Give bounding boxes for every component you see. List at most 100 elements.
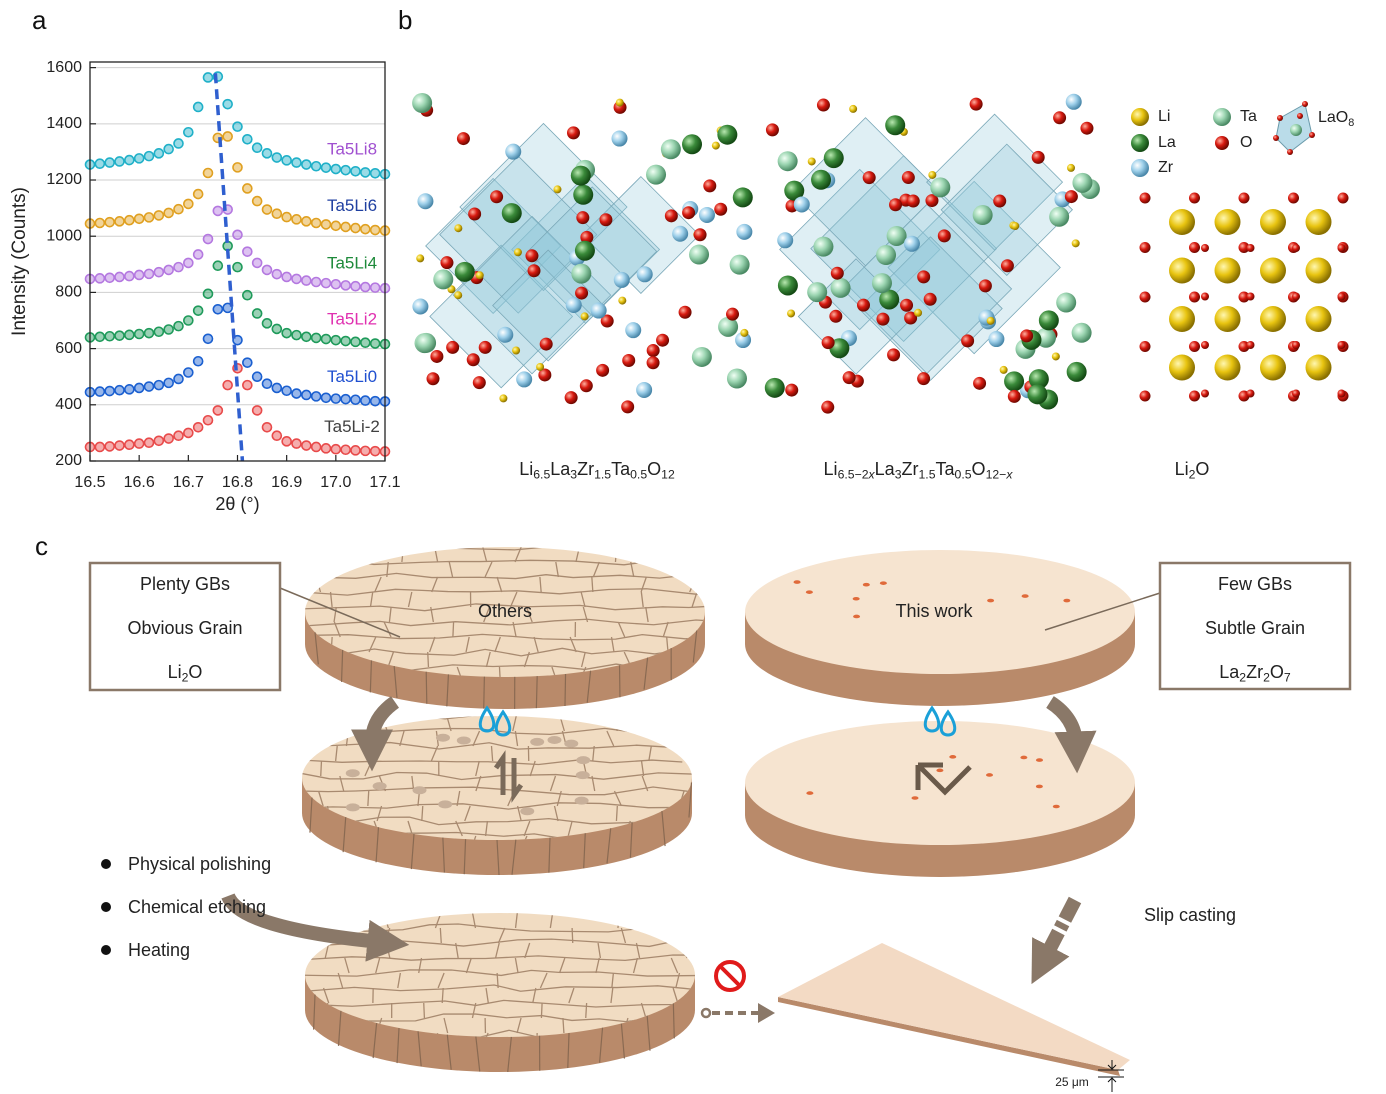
formula-text: Li [168,662,182,682]
data-point [174,263,183,272]
spot [806,791,813,795]
atom [682,134,702,154]
atom [416,254,424,262]
data-point [135,383,144,392]
atom [1260,306,1286,332]
atom [1260,209,1286,235]
data-point [282,272,291,281]
atom [467,353,480,366]
data-point [204,168,213,177]
atom [863,171,876,184]
data-point [253,143,262,152]
atom [1000,366,1008,374]
formula-text: Zr [902,459,919,479]
prohibited-sign [720,966,740,986]
subscript: 0.5 [955,468,972,482]
data-point [361,283,370,292]
data-point [282,437,291,446]
process-arrow [1045,900,1075,958]
atom [1201,293,1209,301]
atom [497,327,513,343]
data-point [263,423,272,432]
atom [575,241,595,261]
atom [1201,390,1209,398]
bullet [101,945,111,955]
grain-boundary [330,562,336,577]
atom [730,255,750,275]
y-tick-label: 600 [55,340,82,357]
data-point [272,431,281,440]
data-point [361,446,370,455]
atom [1027,384,1047,404]
data-point [204,289,213,298]
grain-boundary [672,731,677,746]
spot [1063,599,1070,603]
subscript: 8 [1348,117,1354,129]
bump [564,740,578,748]
series-label: Ta5Li-2 [324,417,380,436]
data-point [322,279,331,288]
atom [849,105,857,113]
atom [824,148,844,168]
subscript: 0.5 [630,468,647,482]
box-text: Plenty GBs [140,574,230,594]
atom [412,299,428,315]
atom [1020,329,1033,342]
data-point [213,305,222,314]
atom [536,363,544,371]
bullet [101,902,111,912]
atom [1011,222,1019,230]
spot [911,796,918,800]
x-tick-label: 16.5 [74,474,105,491]
data-point [282,386,291,395]
data-point [361,396,370,405]
subscript: 6.5 [533,468,550,482]
bump [575,797,589,805]
data-point [95,159,104,168]
formula-text: Zr [1246,662,1263,682]
y-tick-label: 400 [55,396,82,413]
series-label: Ta5Li6 [327,196,377,215]
atom [616,99,624,107]
atom [1189,391,1200,402]
atom [576,211,589,224]
atom [973,377,986,390]
formula-text: Subtle Grain [1205,618,1305,638]
data-point [145,382,154,391]
legend-atom [1215,136,1229,150]
atom [1306,355,1332,381]
atom [1239,193,1250,204]
data-point [341,395,350,404]
atom [1247,244,1255,252]
atom [1215,355,1241,381]
atom [1247,341,1255,349]
atom [993,195,1006,208]
formula-text: La [875,459,896,479]
data-point [154,381,163,390]
data-point [331,221,340,230]
legend-atom [1297,113,1303,119]
formula-text: Few GBs [1218,574,1292,594]
data-point [302,276,311,285]
atom [692,347,712,367]
formula-text: LaO [1318,109,1348,126]
data-point [125,440,134,449]
atom [516,371,532,387]
bullet [101,859,111,869]
atom [917,372,930,385]
atom [930,177,950,197]
spot [794,580,801,584]
data-point [371,447,380,456]
subscript: 1.5 [919,468,936,482]
data-point [243,381,252,390]
atom [817,99,830,112]
atom [540,338,553,351]
y-tick-label: 1600 [46,59,82,76]
atom [596,364,609,377]
atom [766,123,779,136]
atom [454,224,462,232]
data-point [223,100,232,109]
atom [1004,371,1024,391]
atom [970,98,983,111]
data-point [125,330,134,339]
